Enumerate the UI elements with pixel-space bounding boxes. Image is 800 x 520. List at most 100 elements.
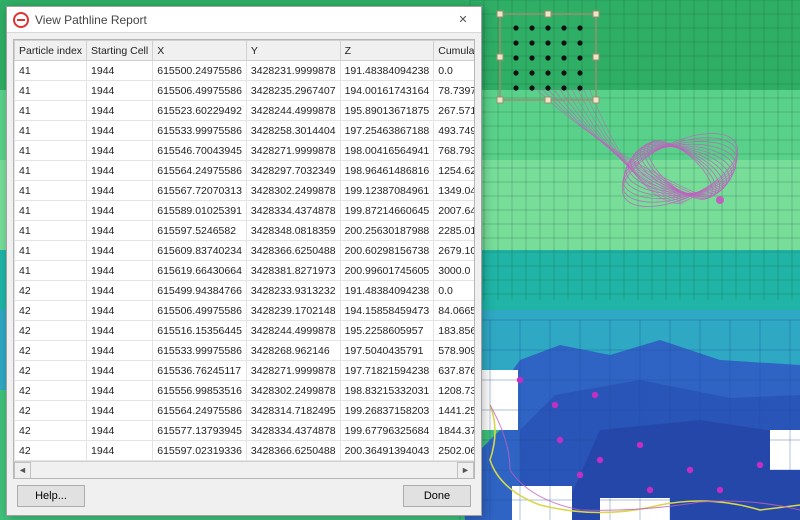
col-pi[interactable]: Particle index — [15, 41, 87, 61]
table-row[interactable]: 421944615597.023193363428366.6250488200.… — [15, 441, 475, 461]
cell: 41 — [15, 81, 87, 101]
cell: 1944 — [87, 361, 153, 381]
table-row[interactable]: 421944615506.499755863428239.1702148194.… — [15, 301, 475, 321]
table-row[interactable]: 421944615564.249755863428314.7182495199.… — [15, 401, 475, 421]
cell: 0.0 — [434, 61, 474, 81]
cell: 42 — [15, 301, 87, 321]
scroll-left-icon[interactable]: ◄ — [14, 462, 31, 479]
cell: 42 — [15, 381, 87, 401]
cell: 1944 — [87, 301, 153, 321]
cell: 1944 — [87, 281, 153, 301]
cell: 1944 — [87, 141, 153, 161]
cell: 41 — [15, 221, 87, 241]
cell: 197.25463867188 — [340, 121, 434, 141]
cell: 1349.0474853516 — [434, 181, 474, 201]
col-y[interactable]: Y — [246, 41, 340, 61]
cell: 1944 — [87, 421, 153, 441]
cell: 41 — [15, 261, 87, 281]
cell: 200.99601745605 — [340, 261, 434, 281]
table-row[interactable]: 411944615500.249755863428231.9999878191.… — [15, 61, 475, 81]
cell: 3000.0 — [434, 261, 474, 281]
table-row[interactable]: 411944615609.837402343428366.6250488200.… — [15, 241, 475, 261]
table-row[interactable]: 411944615506.499755863428235.2967407194.… — [15, 81, 475, 101]
cell: 615556.99853516 — [153, 381, 247, 401]
cell: 3428366.6250488 — [246, 241, 340, 261]
cell: 1944 — [87, 401, 153, 421]
cell: 191.48384094238 — [340, 281, 434, 301]
cell: 615516.15356445 — [153, 321, 247, 341]
cell: 615564.24975586 — [153, 401, 247, 421]
cell: 197.71821594238 — [340, 361, 434, 381]
cell: 1944 — [87, 261, 153, 281]
cell: 615597.02319336 — [153, 441, 247, 461]
cell: 615609.83740234 — [153, 241, 247, 261]
cell: 41 — [15, 101, 87, 121]
cell: 195.2258605957 — [340, 321, 434, 341]
cell: 198.00416564941 — [340, 141, 434, 161]
table-row[interactable]: 411944615523.602294923428244.4999878195.… — [15, 101, 475, 121]
cell: 1944 — [87, 441, 153, 461]
scroll-right-icon[interactable]: ► — [457, 462, 474, 479]
cell: 1441.2512207031 — [434, 401, 474, 421]
cell: 2007.6469726563 — [434, 201, 474, 221]
cell: 1944 — [87, 381, 153, 401]
app-icon — [13, 12, 29, 28]
table-row[interactable]: 411944615567.720703133428302.2499878199.… — [15, 181, 475, 201]
col-sc[interactable]: Starting Cell — [87, 41, 153, 61]
cell: 578.90991210938 — [434, 341, 474, 361]
table-row[interactable]: 411944615564.249755863428297.7032349198.… — [15, 161, 475, 181]
done-button[interactable]: Done — [403, 485, 471, 507]
col-x[interactable]: X — [153, 41, 247, 61]
cell: 198.83215332031 — [340, 381, 434, 401]
grid-scroll[interactable]: Particle indexStarting CellXYZCumulative… — [14, 40, 474, 461]
cell: 615499.94384766 — [153, 281, 247, 301]
cell: 3428348.0818359 — [246, 221, 340, 241]
cell: 42 — [15, 441, 87, 461]
table-row[interactable]: 411944615589.010253913428334.4374878199.… — [15, 201, 475, 221]
pathline-report-dialog: View Pathline Report ✕ Particle indexSta… — [6, 6, 482, 516]
cell: 3428366.6250488 — [246, 441, 340, 461]
help-button[interactable]: Help... — [17, 485, 85, 507]
close-icon[interactable]: ✕ — [451, 10, 475, 30]
cell: 3428381.8271973 — [246, 261, 340, 281]
cell: 615577.13793945 — [153, 421, 247, 441]
cell: 3428231.9999878 — [246, 61, 340, 81]
cell: 1944 — [87, 161, 153, 181]
cell: 3428271.9999878 — [246, 361, 340, 381]
scroll-track[interactable] — [31, 462, 457, 479]
table-row[interactable]: 421944615556.998535163428302.2499878198.… — [15, 381, 475, 401]
table-row[interactable]: 421944615499.943847663428233.9313232191.… — [15, 281, 475, 301]
cell: 194.15858459473 — [340, 301, 434, 321]
table-row[interactable]: 421944615533.999755863428268.962146197.5… — [15, 341, 475, 361]
cell: 199.26837158203 — [340, 401, 434, 421]
col-z[interactable]: Z — [340, 41, 434, 61]
horizontal-scrollbar[interactable]: ◄ ► — [14, 461, 474, 478]
table-row[interactable]: 411944615597.52465823428348.0818359200.2… — [15, 221, 475, 241]
cell: 1944 — [87, 321, 153, 341]
table-row[interactable]: 421944615516.153564453428244.4999878195.… — [15, 321, 475, 341]
table-row[interactable]: 411944615619.664306643428381.8271973200.… — [15, 261, 475, 281]
cell: 615564.24975586 — [153, 161, 247, 181]
cell: 3428244.4999878 — [246, 321, 340, 341]
table-row[interactable]: 411944615533.999755863428258.3014404197.… — [15, 121, 475, 141]
cell: 194.00161743164 — [340, 81, 434, 101]
col-ct[interactable]: Cumulative Tracking — [434, 41, 474, 61]
cell: 615500.24975586 — [153, 61, 247, 81]
cell: 493.7497253418 — [434, 121, 474, 141]
cell: 3428302.2499878 — [246, 181, 340, 201]
table-row[interactable]: 421944615577.137939453428334.4374878199.… — [15, 421, 475, 441]
cell: 1944 — [87, 101, 153, 121]
table-row[interactable]: 421944615536.762451173428271.9999878197.… — [15, 361, 475, 381]
cell: 615536.76245117 — [153, 361, 247, 381]
cell: 3428268.962146 — [246, 341, 340, 361]
cell: 3428334.4374878 — [246, 421, 340, 441]
cell: 3428244.4999878 — [246, 101, 340, 121]
cell: 199.87214660645 — [340, 201, 434, 221]
cell: 3428314.7182495 — [246, 401, 340, 421]
table-row[interactable]: 411944615546.700439453428271.9999878198.… — [15, 141, 475, 161]
cell: 78.739738464355 — [434, 81, 474, 101]
cell: 1944 — [87, 221, 153, 241]
cell: 615597.5246582 — [153, 221, 247, 241]
cell: 615533.99975586 — [153, 121, 247, 141]
cell: 3428233.9313232 — [246, 281, 340, 301]
